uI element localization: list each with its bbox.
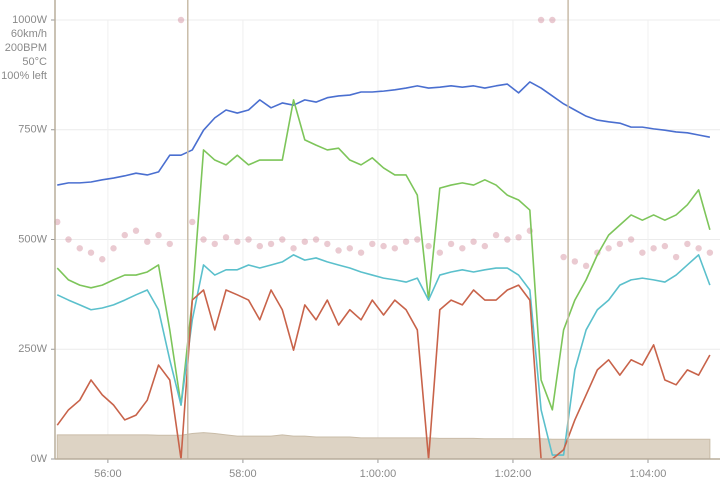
data-dot [549,16,556,24]
data-dot [661,242,669,250]
x-tick-label: 1:02:00 [495,468,532,480]
data-dot [99,256,106,263]
data-dot [515,234,522,241]
data-dot [222,234,230,241]
data-dot [211,240,218,248]
data-dot [144,238,151,245]
data-dot [639,249,646,256]
y-tick-label: 0W [31,453,48,465]
data-dot [391,245,399,252]
y-unit-label: 60km/h [11,28,47,40]
data-dot [189,218,196,226]
data-dot [346,245,354,252]
data-dot [234,238,241,245]
data-dot [301,238,308,245]
data-dot [627,236,635,243]
data-dot [267,240,275,248]
data-dot [582,262,590,270]
data-dot [414,236,421,243]
data-dot [380,242,387,250]
data-dot [616,240,624,248]
data-dot [447,240,455,248]
data-dot [571,258,579,265]
x-tick-label: 1:00:00 [360,468,397,480]
data-dot [279,236,286,243]
data-dot [695,245,702,252]
data-dot [65,236,72,243]
y-unit-label: 50°C [22,56,47,68]
data-dot [256,242,263,250]
data-line [56,254,711,456]
y-tick-label: 250W [18,343,47,355]
data-dot [684,240,691,248]
data-dot [110,245,117,252]
data-line [56,99,711,411]
y-tick-label: 500W [18,233,47,245]
data-dot [155,231,162,239]
data-dot [312,236,320,243]
data-dot [324,240,331,248]
x-tick-label: 1:04:00 [630,468,667,480]
data-dot [177,16,185,24]
y-unit-label: 100% left [1,70,47,82]
x-tick-label: 56:00 [94,468,122,480]
data-dot [425,242,432,250]
data-dot [369,240,376,248]
data-dot [504,236,511,243]
data-dot [166,240,173,248]
data-dot [245,236,252,243]
data-dot [290,245,297,252]
data-dot [200,236,207,243]
data-dot [436,249,444,256]
x-tick-label: 58:00 [229,468,257,480]
data-dot [470,238,477,245]
data-line [56,284,711,460]
data-dot [492,231,500,239]
elevation-area [56,432,711,460]
y-unit-label: 200BPM [5,42,47,54]
data-dot [402,238,410,245]
data-dot [481,242,489,250]
data-dot [672,253,680,261]
data-dot [357,249,365,256]
data-dot [132,227,140,234]
data-dot [121,231,128,239]
y-tick-label: 1000W [12,14,47,26]
data-dot [706,249,714,256]
data-dot [560,253,567,261]
data-dot [537,16,545,24]
data-line [57,81,711,186]
data-dot [605,245,612,252]
data-dot [650,245,657,252]
data-dot [76,245,83,252]
data-dot [87,249,95,256]
data-dot [459,245,466,252]
data-dot [335,247,342,254]
y-tick-label: 750W [18,124,47,136]
